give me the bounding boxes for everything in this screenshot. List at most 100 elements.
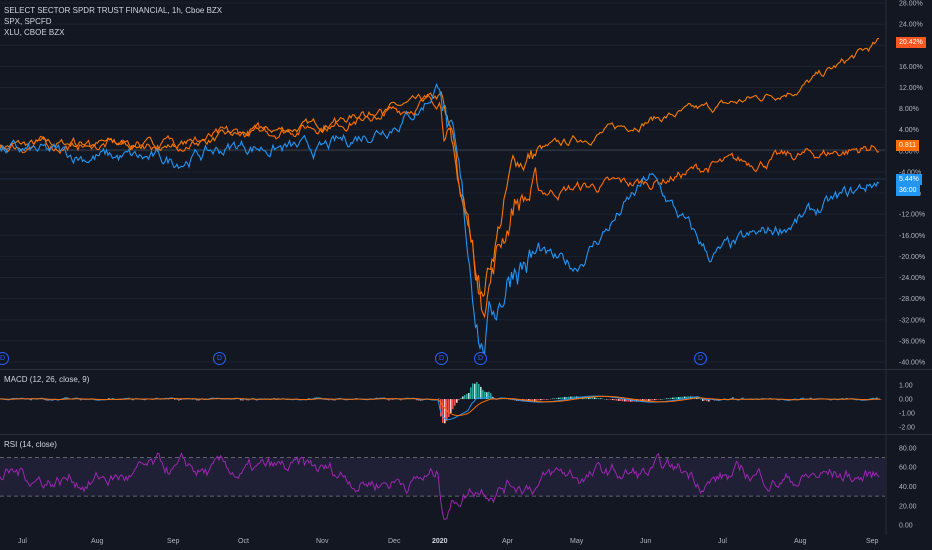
rsi-axis-label: 20.00 bbox=[899, 503, 917, 510]
macd-histogram-bar bbox=[672, 397, 674, 400]
macd-histogram-bar bbox=[474, 383, 476, 400]
time-label: Nov bbox=[316, 538, 329, 545]
macd-histogram-bar bbox=[620, 399, 622, 402]
macd-histogram-bar bbox=[542, 399, 544, 400]
rsi-line bbox=[0, 452, 880, 520]
price-axis-label: 8.00% bbox=[899, 106, 919, 113]
macd-histogram-bar bbox=[468, 392, 470, 400]
macd-histogram-bar bbox=[658, 399, 660, 400]
macd-label[interactable]: MACD (12, 26, close, 9) bbox=[4, 375, 90, 384]
macd-histogram-bar bbox=[466, 393, 468, 400]
macd-histogram-bar bbox=[550, 398, 552, 400]
macd-histogram-bar bbox=[534, 399, 536, 401]
macd-histogram-bar bbox=[700, 398, 702, 400]
macd-histogram-bar bbox=[654, 399, 656, 401]
dividend-marker[interactable]: D bbox=[435, 352, 448, 365]
macd-histogram-bar bbox=[178, 399, 180, 401]
macd-histogram-bar bbox=[480, 386, 482, 400]
macd-histogram-bar bbox=[458, 399, 460, 401]
rsi-axis-label: 0.00 bbox=[899, 523, 913, 530]
macd-histogram-bar bbox=[558, 397, 560, 400]
macd-histogram-bar bbox=[540, 399, 542, 401]
macd-histogram-bar bbox=[564, 397, 566, 400]
macd-histogram-bar bbox=[588, 396, 590, 400]
time-axis[interactable]: Jul Aug Sep Oct Nov Dec 2020 Apr May Jun… bbox=[0, 535, 888, 550]
pane-separator[interactable] bbox=[0, 434, 932, 435]
macd-histogram-bar bbox=[602, 398, 604, 400]
macd-histogram-bar bbox=[440, 399, 442, 417]
macd-histogram-bar bbox=[554, 398, 556, 400]
macd-histogram-bar bbox=[684, 396, 686, 400]
macd-histogram-bar bbox=[590, 397, 592, 400]
macd-histogram-bar bbox=[448, 399, 450, 418]
macd-histogram-bar bbox=[556, 397, 558, 400]
macd-chart[interactable]: 1.00 0.00 -1.00 -2.00 bbox=[0, 370, 932, 434]
macd-pane[interactable]: 1.00 0.00 -1.00 -2.00 MACD (12, 26, close, … bbox=[0, 370, 932, 434]
price-axis-label: -20.00% bbox=[899, 254, 925, 261]
macd-histogram-bar bbox=[552, 398, 554, 400]
macd-histogram-bar bbox=[174, 399, 176, 400]
macd-histogram-bar bbox=[644, 399, 646, 402]
time-label: Aug bbox=[794, 538, 807, 545]
macd-histogram-bar bbox=[704, 399, 706, 401]
legend-compare-spx[interactable]: SPX, SPCFD bbox=[4, 17, 52, 26]
macd-histogram-bar bbox=[220, 398, 222, 400]
pane-separator[interactable] bbox=[0, 369, 932, 370]
macd-histogram-bar bbox=[232, 399, 234, 400]
macd-histogram-bar bbox=[472, 383, 474, 400]
price-chart[interactable]: 28.00%24.00%20.00%16.00%12.00%8.00%4.00%… bbox=[0, 0, 932, 369]
macd-histogram-bar bbox=[488, 391, 490, 400]
price-axis-label: 0.00% bbox=[899, 148, 919, 155]
dividend-marker[interactable]: D bbox=[213, 352, 226, 365]
macd-histogram-bar bbox=[568, 396, 570, 400]
macd-histogram-bar bbox=[484, 391, 486, 400]
macd-histogram-bar bbox=[562, 397, 564, 400]
dividend-marker[interactable]: D bbox=[0, 352, 9, 365]
main-price-pane[interactable]: 28.00%24.00%20.00%16.00%12.00%8.00%4.00%… bbox=[0, 0, 932, 369]
macd-axis-label: 0.00 bbox=[899, 397, 913, 404]
macd-histogram-bar bbox=[538, 399, 540, 401]
dividend-marker[interactable]: D bbox=[474, 352, 487, 365]
time-label: Dec bbox=[388, 538, 401, 545]
macd-histogram-bar bbox=[596, 397, 598, 400]
macd-histogram-bar bbox=[442, 399, 444, 423]
price-axis-label: 28.00% bbox=[899, 1, 923, 8]
time-label: Jul bbox=[18, 538, 27, 545]
macd-histogram-bar bbox=[678, 396, 680, 400]
macd-histogram-bar bbox=[628, 399, 630, 402]
macd-histogram-bar bbox=[662, 399, 664, 400]
macd-histogram-bar bbox=[648, 399, 650, 401]
macd-histogram-bar bbox=[592, 397, 594, 400]
macd-axis-label: 1.00 bbox=[899, 383, 913, 390]
macd-histogram-bar bbox=[548, 399, 550, 400]
price-axis-label: 16.00% bbox=[899, 64, 923, 71]
price-axis-label: -32.00% bbox=[899, 317, 925, 324]
rsi-axis-label: 60.00 bbox=[899, 465, 917, 472]
macd-histogram-bar bbox=[622, 399, 624, 402]
rsi-chart[interactable]: 80.00 60.00 40.00 20.00 0.00 bbox=[0, 435, 932, 535]
price-axis-label: -12.00% bbox=[899, 212, 925, 219]
xlf-series-line bbox=[0, 93, 880, 319]
rsi-axis-label: 40.00 bbox=[899, 484, 917, 491]
macd-histogram-bar bbox=[460, 398, 462, 400]
dividend-marker[interactable]: D bbox=[694, 352, 707, 365]
macd-histogram-bar bbox=[532, 399, 534, 402]
legend-compare-xlu[interactable]: XLU, CBOE BZX bbox=[4, 28, 65, 37]
macd-histogram-bar bbox=[600, 398, 602, 400]
macd-histogram-bar bbox=[604, 398, 606, 400]
macd-histogram-bar bbox=[618, 399, 620, 401]
macd-histogram-bar bbox=[626, 399, 628, 402]
price-axis-label: -28.00% bbox=[899, 296, 925, 303]
macd-histogram-bar bbox=[796, 398, 798, 400]
rsi-pane[interactable]: 80.00 60.00 40.00 20.00 0.00 RSI (14, close) bbox=[0, 435, 932, 535]
macd-histogram-bar bbox=[652, 399, 654, 401]
rsi-axis-label: 80.00 bbox=[899, 445, 917, 452]
rsi-label[interactable]: RSI (14, close) bbox=[4, 440, 57, 449]
macd-histogram-bar bbox=[706, 399, 708, 402]
macd-histogram-bar bbox=[594, 397, 596, 400]
macd-histogram-bar bbox=[708, 399, 710, 402]
legend-main-symbol[interactable]: SELECT SECTOR SPDR TRUST FINANCIAL, 1h, … bbox=[4, 6, 223, 15]
macd-histogram-bar bbox=[614, 399, 616, 401]
macd-histogram-bar bbox=[802, 397, 804, 400]
macd-histogram-bar bbox=[794, 398, 796, 400]
